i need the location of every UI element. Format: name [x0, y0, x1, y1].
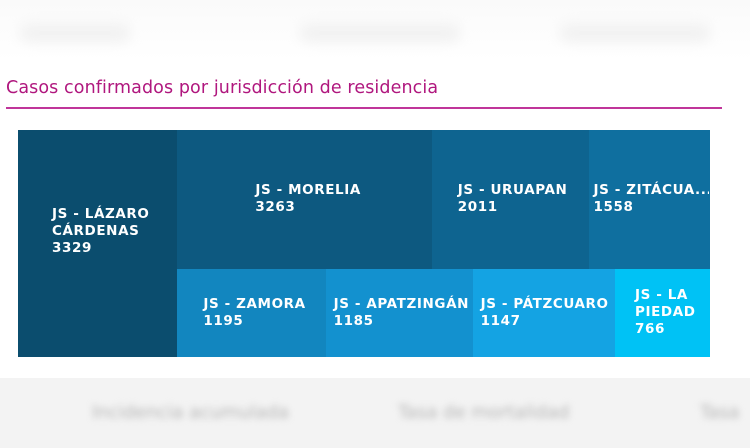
blurred-shape: [300, 24, 460, 42]
treemap-tile[interactable]: JS - MORELIA 3263: [177, 130, 432, 270]
treemap-tile[interactable]: JS - LA PIEDAD 766: [614, 269, 710, 357]
tile-value: 3263: [255, 199, 296, 215]
blurred-bottom-area: Incidencia acumulada Tasa de mortalidad …: [0, 378, 750, 448]
tile-name: JS - ZITÁCUA...: [593, 182, 710, 198]
blurred-text: Tasa: [700, 402, 740, 423]
title-divider: [6, 107, 722, 109]
tile-name: JS - LA PIEDAD: [634, 287, 696, 321]
tile-label: JS - LA PIEDAD 766: [635, 287, 706, 338]
tile-name: JS - ZAMORA: [203, 296, 306, 313]
tile-value: 1185: [333, 313, 374, 330]
treemap-tile[interactable]: JS - LÁZARO CÁRDENAS 3329: [18, 130, 178, 357]
tile-value: 1558: [593, 199, 634, 215]
treemap-tile[interactable]: JS - APATZINGÁN 1185: [325, 269, 473, 357]
treemap-chart: JS - LÁZARO CÁRDENAS 3329 JS - MORELIA 3263…: [18, 130, 710, 357]
tile-value: 1147: [480, 313, 521, 330]
tile-value: 2011: [457, 199, 498, 215]
blurred-text: Tasa de mortalidad: [398, 402, 570, 423]
tile-value: 3329: [52, 239, 92, 256]
blurred-shape: [560, 24, 710, 42]
treemap-tile[interactable]: JS - ZAMORA 1195: [177, 269, 326, 357]
tile-value: 766: [634, 321, 665, 338]
tile-name: JS - MORELIA: [255, 182, 361, 198]
tile-label: JS - URUAPAN 2011: [458, 182, 568, 216]
chart-title: Casos confirmados por jurisdicción de re…: [6, 78, 439, 98]
blurred-text: Incidencia acumulada: [92, 402, 289, 423]
tile-label: JS - MORELIA 3263: [255, 182, 361, 216]
tile-label: JS - APATZINGÁN 1185: [334, 296, 469, 330]
treemap-tile[interactable]: JS - PÁTZCUARO 1147: [472, 269, 615, 357]
tile-name: JS - LÁZARO CÁRDENAS: [52, 205, 150, 239]
tile-name: JS - APATZINGÁN: [333, 296, 470, 313]
tile-label: JS - LÁZARO CÁRDENAS 3329: [52, 206, 171, 257]
tile-value: 1195: [203, 313, 244, 330]
treemap-tile[interactable]: JS - URUAPAN 2011: [431, 130, 589, 270]
tile-label: JS - PÁTZCUARO 1147: [481, 296, 609, 330]
tile-label: JS - ZAMORA 1195: [203, 296, 305, 330]
blurred-top-area: [0, 0, 750, 60]
tile-name: JS - URUAPAN: [457, 182, 568, 198]
blurred-shape: [20, 24, 130, 42]
tile-label: JS - ZITÁCUA... 1558: [593, 182, 710, 216]
tile-name: JS - PÁTZCUARO: [480, 296, 609, 313]
treemap-tile[interactable]: JS - ZITÁCUA... 1558: [588, 130, 710, 270]
